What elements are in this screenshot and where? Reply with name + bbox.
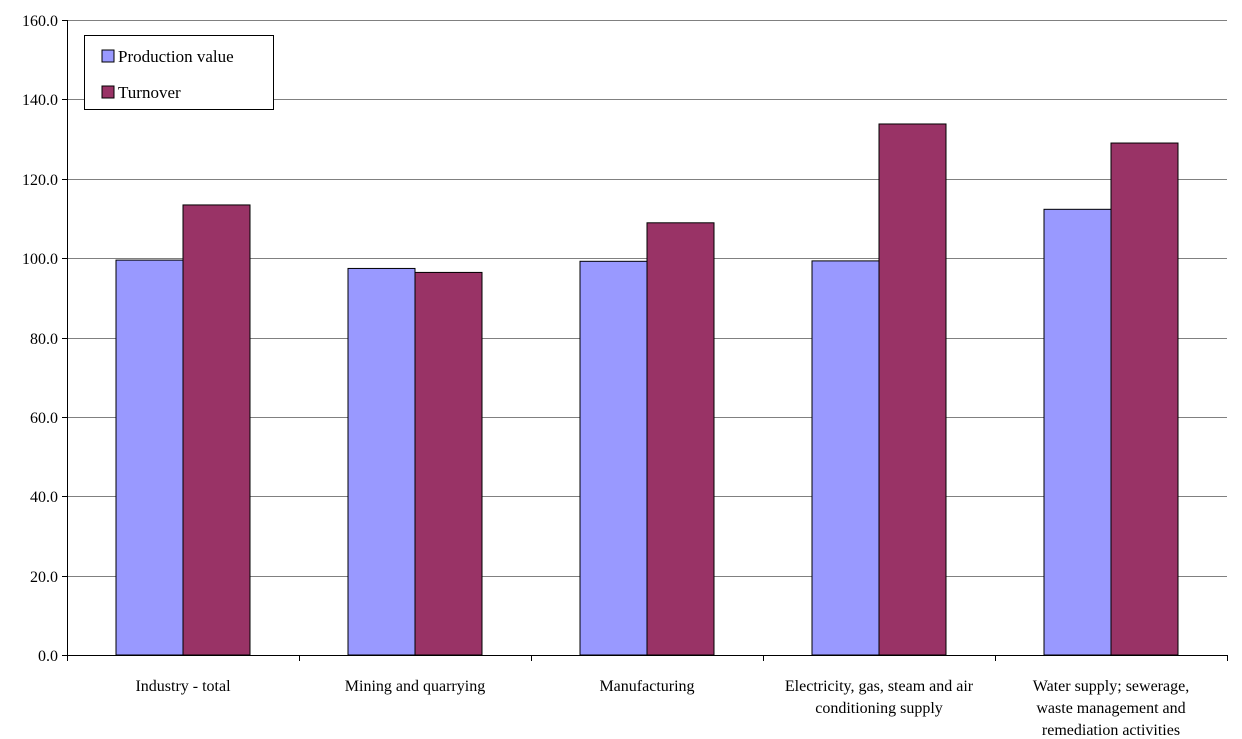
y-tick-label: 160.0 bbox=[22, 13, 58, 30]
y-tick-label: 0.0 bbox=[38, 648, 58, 665]
y-tick-label: 140.0 bbox=[22, 92, 58, 109]
x-category-label-line: Manufacturing bbox=[599, 678, 694, 695]
x-category-label-line: waste management and bbox=[1036, 700, 1185, 717]
bar-turnover bbox=[182, 204, 251, 656]
x-category-label: Electricity, gas, steam and air condition… bbox=[785, 678, 974, 717]
bar-production-value bbox=[347, 267, 416, 656]
x-category-label-line: Industry - total bbox=[135, 678, 231, 695]
y-tick-label: 40.0 bbox=[30, 489, 58, 506]
x-category-label-line: Electricity, gas, steam and air bbox=[785, 678, 974, 695]
x-category-label: Water supply; sewerage, waste management … bbox=[1033, 678, 1189, 739]
y-tick-label: 120.0 bbox=[22, 172, 58, 189]
x-category-label-line: Water supply; sewerage, bbox=[1033, 678, 1189, 695]
y-tick-label: 100.0 bbox=[22, 251, 58, 268]
x-category-label: Manufacturing bbox=[599, 678, 694, 695]
bar-turnover bbox=[878, 123, 947, 656]
x-category-label-line: remediation activities bbox=[1042, 722, 1180, 739]
x-category-label-line: Mining and quarrying bbox=[345, 678, 485, 695]
legend-label: Production value bbox=[118, 47, 234, 66]
x-category-label: Industry - total bbox=[135, 678, 231, 695]
legend-swatch bbox=[101, 49, 115, 63]
bar-turnover bbox=[414, 271, 483, 656]
x-category-label: Mining and quarrying bbox=[345, 678, 485, 695]
bar-production-value bbox=[811, 260, 880, 656]
legend: Production value Turnover bbox=[84, 35, 274, 110]
legend-label: Turnover bbox=[118, 83, 181, 102]
x-category-label-line: conditioning supply bbox=[815, 700, 943, 717]
y-tick-label: 60.0 bbox=[30, 410, 58, 427]
y-tick-label: 80.0 bbox=[30, 331, 58, 348]
bar-production-value bbox=[579, 260, 648, 656]
bar-production-value bbox=[115, 259, 184, 656]
bar-turnover bbox=[646, 222, 715, 656]
legend-swatch bbox=[101, 85, 115, 99]
bars bbox=[115, 123, 1179, 656]
legend-box bbox=[84, 35, 274, 110]
y-tick-label: 20.0 bbox=[30, 569, 58, 586]
axes: 0.0 20.0 40.0 60.0 80.0 100.0 120.0 140.0 160.0 I… bbox=[22, 13, 1228, 739]
bar-turnover bbox=[1110, 142, 1179, 656]
bar-production-value bbox=[1043, 208, 1112, 656]
